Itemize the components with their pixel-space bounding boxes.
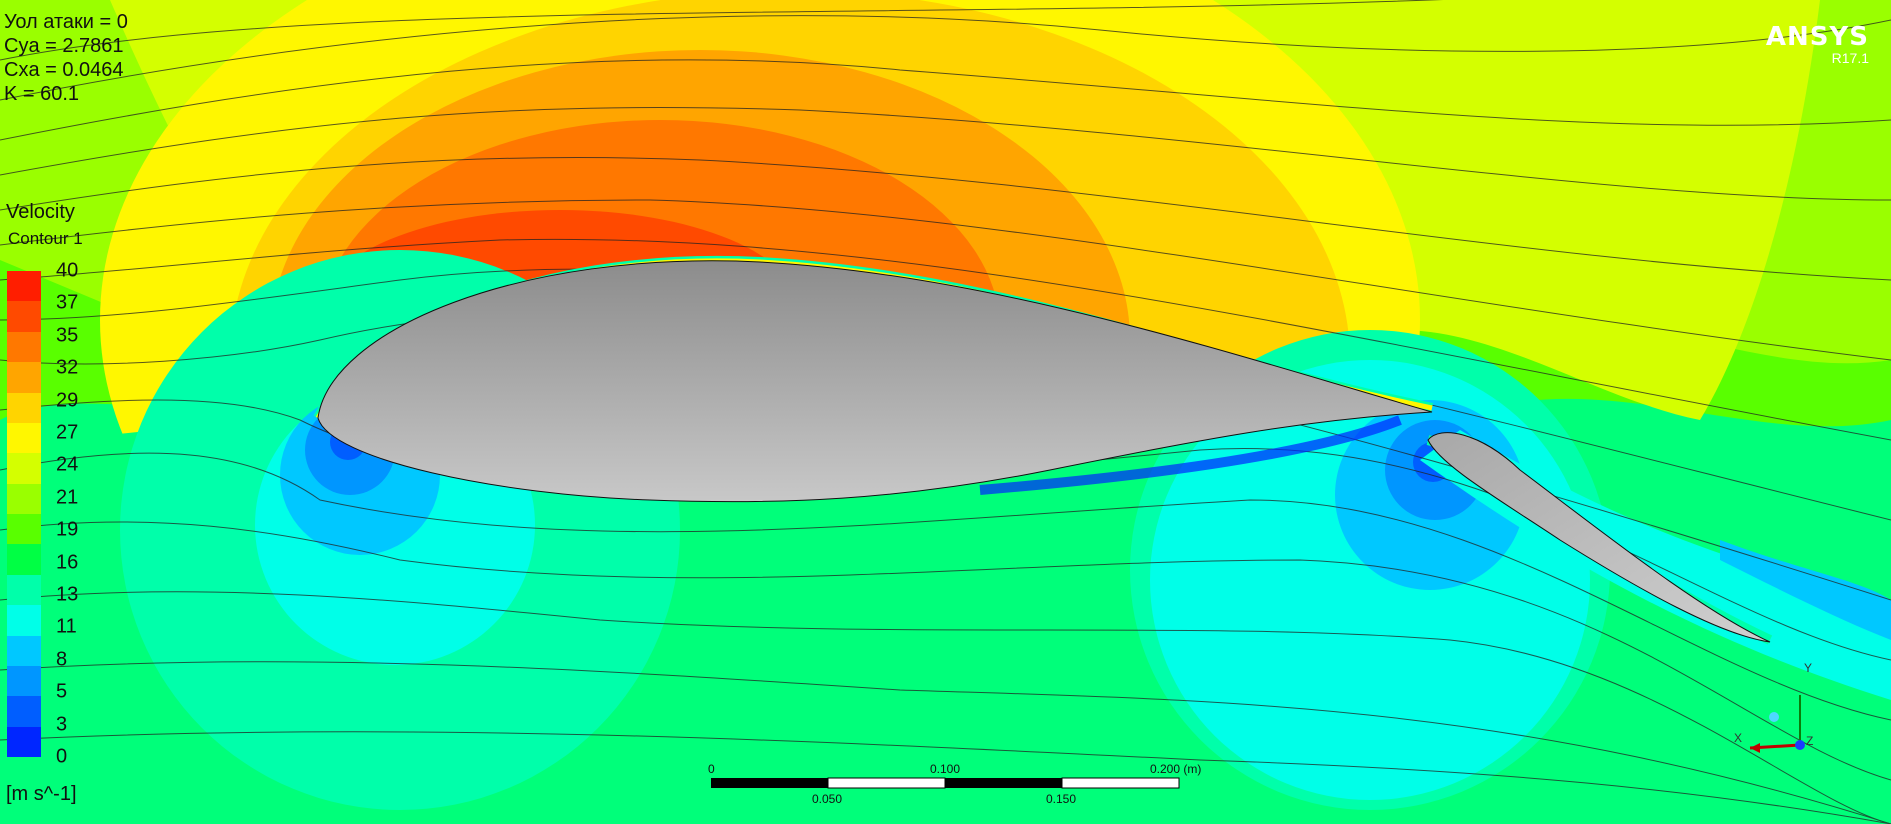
legend-color-segment [7,271,41,302]
legend-tick-label: 40 [56,259,79,282]
legend-tick-label: 11 [56,615,77,638]
legend-color-segment [7,605,41,636]
legend-tick-label: 16 [56,551,79,574]
legend-color-segment [7,574,41,606]
legend-color-segment [7,514,41,545]
axis-triad: X Y Z [1734,661,1813,753]
legend-color-segment [7,483,41,514]
logo-version: R17.1 [1831,50,1869,66]
legend-color-segment [7,422,41,454]
scale-label-0: 0 [708,762,715,776]
legend-color-segment [7,726,41,757]
legend-tick-label: 5 [56,680,68,703]
legend-tick-label: 3 [56,713,68,736]
legend-color-segment [7,635,41,666]
legend-color-segment [7,331,41,363]
svg-text:Y: Y [1804,661,1812,675]
flap-airfoil [1427,432,1771,643]
legend-color-segment [7,453,41,484]
scale-label-0200: 0.200 (m) [1150,762,1202,776]
legend-tick-label: 37 [56,291,79,314]
results-panel: Уол атаки = 0 Cya = 2.7861 Cxa = 0.0464 … [4,10,128,106]
legend-units: [m s^-1] [6,783,77,805]
lift-coefficient-label: Cya = 2.7861 [4,35,124,57]
svg-text:Z: Z [1806,734,1813,748]
legend-color-segment [7,544,41,575]
color-legend-bar [7,271,41,757]
legend-tick-label: 0 [56,745,68,768]
legend-color-segment [7,696,41,727]
legend-tick-label: 24 [56,453,79,476]
scale-label-0050: 0.050 [812,792,843,806]
scale-label-0150: 0.150 [1046,792,1077,806]
lift-drag-ratio-label: K = 60.1 [4,83,80,105]
legend-tick-label: 13 [56,583,79,606]
legend-tick-label: 35 [56,324,79,347]
legend-tick-label: 27 [56,421,79,444]
legend-color-segment [7,665,41,697]
legend-tick-label: 29 [56,389,79,412]
main-airfoil [317,260,1433,503]
legend-name: Contour 1 [8,229,83,248]
legend-color-segment [7,392,41,423]
drag-coefficient-label: Cxa = 0.0464 [4,59,124,81]
legend-tick-label: 19 [56,518,79,541]
legend-color-segment [7,362,41,393]
scale-label-0100: 0.100 [930,762,961,776]
legend-tick-label: 32 [56,356,79,379]
svg-text:X: X [1734,731,1742,745]
ansys-logo: ANSYS R17.1 [1766,22,1869,66]
legend-tick-label: 21 [56,486,79,509]
legend-tick-label: 8 [56,648,68,671]
scale-bar-graphic [711,777,1180,789]
legend-variable: Velocity [6,201,75,223]
angle-of-attack-label: Уол атаки = 0 [4,11,128,33]
logo-name: ANSYS [1765,22,1869,52]
legend-color-segment [7,301,41,332]
